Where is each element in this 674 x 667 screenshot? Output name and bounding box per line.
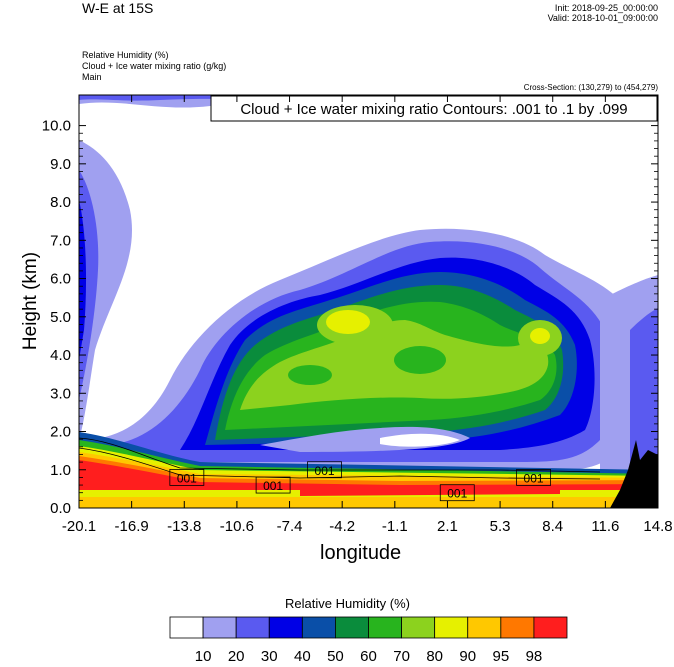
init-time: Init: 2018-09-25_00:00:00: [554, 3, 658, 13]
contour-label: 001: [447, 487, 467, 501]
contour-label: 001: [524, 471, 544, 485]
colorbar-label: 90: [459, 648, 476, 665]
contour-label-box: [307, 461, 342, 479]
x-tick-label: 14.8: [643, 518, 672, 535]
y-tick-label: 8.0: [50, 194, 71, 211]
x-axis-label: longitude: [320, 542, 402, 564]
colorbar-swatch: [434, 616, 469, 639]
x-tick-label: -1.1: [382, 518, 408, 535]
colorbar-swatch: [401, 616, 436, 639]
y-axis-label: Height (km): [20, 251, 41, 351]
x-tick-label: 5.3: [490, 518, 511, 535]
contour-label-box: [255, 476, 291, 494]
y-tick-label: 2.0: [50, 424, 71, 441]
contour-label: 001: [263, 479, 283, 493]
colorbar-swatch: [268, 616, 303, 639]
y-tick-label: 0.0: [50, 500, 71, 517]
x-tick-label: 11.6: [591, 518, 619, 535]
valid-time: Valid: 2018-10-01_09:00:00: [547, 13, 658, 23]
plot-title: W-E at 15S: [82, 0, 154, 16]
y-tick-label: 4.0: [50, 347, 71, 364]
colorbar-label: 40: [294, 648, 311, 665]
rh-field: [79, 95, 658, 508]
colorbar-swatch: [335, 616, 369, 639]
colorbar-swatch: [500, 616, 535, 639]
cross-section-label: Cross-Section: (130,279) to (454,279): [523, 83, 658, 92]
colorbar-label: 98: [526, 648, 543, 665]
colorbar-label: 30: [261, 648, 278, 665]
colorbar-label: 10: [195, 648, 212, 665]
contour-label-box: [169, 469, 205, 486]
x-tick-label: -13.8: [167, 518, 201, 535]
x-axis: -20.1 -16.9 -13.8 -10.6 -7.4 -4.2 -1.1 2.1 5.3 8.…: [62, 95, 673, 535]
contour-label: 001: [315, 464, 335, 478]
y-tick-label: 10.0: [42, 118, 71, 135]
colorbar-swatch: [368, 616, 402, 639]
x-tick-label: -7.4: [277, 518, 303, 535]
colorbar-swatch: [467, 616, 502, 639]
colorbar-label: 20: [228, 648, 245, 665]
variable-line: Relative Humidity (%): [82, 50, 169, 60]
colorbar-swatch: [202, 616, 237, 639]
colorbar-swatch: [169, 616, 204, 639]
contour-title: Cloud + Ice water mixing ratio Contours:…: [240, 101, 627, 118]
y-tick-label: 1.0: [50, 462, 71, 479]
contour-labels: 001 001 001 001 001: [169, 461, 551, 502]
contour-label-box: [516, 469, 551, 486]
colorbar-swatch: [533, 616, 568, 639]
x-tick-label: -4.2: [329, 518, 355, 535]
colorbar-label: 80: [426, 648, 443, 665]
y-tick-label: 9.0: [50, 156, 71, 173]
x-tick-label: 8.4: [542, 518, 563, 535]
y-tick-label: 7.0: [50, 232, 71, 249]
colorbar-label: 70: [393, 648, 410, 665]
colorbar-swatch: [301, 616, 336, 639]
y-tick-label: 3.0: [50, 385, 71, 402]
y-axis: 0.0 1.0 2.0 3.0 4.0 5.0 6.0 7.0 8.0 9.0 10.0: [42, 118, 658, 517]
colorbar-label: 60: [360, 648, 377, 665]
y-tick-label: 6.0: [50, 271, 71, 288]
colorbar-title: Relative Humidity (%): [285, 596, 410, 611]
contour-title-box: [210, 95, 658, 122]
contour-label-box: [439, 484, 475, 502]
contour-label: 001: [177, 471, 197, 485]
x-tick-label: -20.1: [62, 518, 96, 535]
colorbar-label: 95: [492, 648, 509, 665]
colorbar-swatch: [235, 616, 270, 639]
x-tick-label: -10.6: [220, 518, 254, 535]
colorbar-label: 50: [327, 648, 344, 665]
variable-line: Cloud + Ice water mixing ratio (g/kg): [82, 61, 227, 71]
y-tick-label: 5.0: [50, 309, 71, 326]
variable-line: Main: [82, 72, 102, 82]
colorbar: 10 20 30 40 50 60 70 80 90 95 98: [169, 616, 568, 665]
x-tick-label: 2.1: [437, 518, 458, 535]
x-tick-label: -16.9: [115, 518, 149, 535]
